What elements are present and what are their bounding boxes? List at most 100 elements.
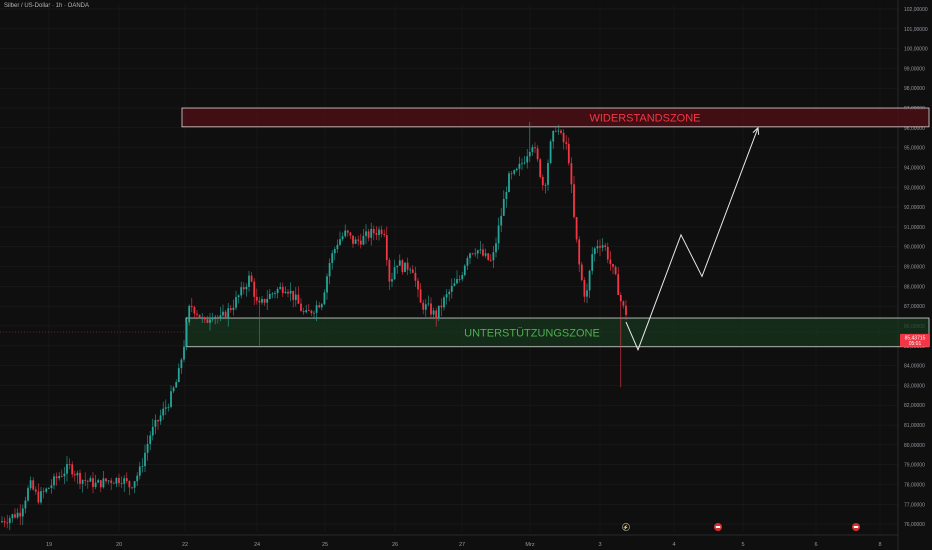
x-tick-label: 6 <box>814 542 817 548</box>
y-tick-label: 82,00000 <box>904 403 925 409</box>
candle-body <box>339 239 341 245</box>
candle-body <box>531 147 534 152</box>
economic-event-flag <box>715 526 721 528</box>
candle-body <box>453 283 456 286</box>
y-tick-label: 83,00000 <box>904 383 925 389</box>
candle-body <box>541 176 544 186</box>
candle-body <box>586 290 588 297</box>
candle-body <box>622 301 625 306</box>
candle-body <box>518 163 521 169</box>
candle-body <box>565 142 568 144</box>
candle-body <box>375 233 378 235</box>
candle-body <box>253 281 256 297</box>
candle-body <box>214 316 217 318</box>
candle-body <box>523 162 526 164</box>
candle-body <box>320 304 323 308</box>
candle-body <box>42 491 45 493</box>
candle-body <box>284 291 287 293</box>
candle-body <box>16 512 19 518</box>
candle-body <box>404 262 406 273</box>
last-price-value: 85,43715 <box>905 335 926 341</box>
candle-body <box>232 307 235 310</box>
candle-body <box>422 302 425 310</box>
candle-body <box>302 311 305 313</box>
candle-body <box>27 488 29 501</box>
x-tick-label: 19 <box>46 542 52 548</box>
y-tick-label: 102,00000 <box>904 7 928 13</box>
candle-body <box>513 170 516 174</box>
y-tick-label: 101,00000 <box>904 27 928 33</box>
candle-body <box>458 279 461 280</box>
candle-body <box>435 310 438 319</box>
y-tick-label: 96,00000 <box>904 126 925 132</box>
candle-body <box>349 232 352 236</box>
candle-body <box>209 319 211 323</box>
candle-body <box>258 300 261 303</box>
candle-body <box>92 478 94 488</box>
candle-body <box>211 317 214 320</box>
candle-body <box>536 148 539 160</box>
candle-body <box>557 130 560 132</box>
dividend-event-icon[interactable] <box>622 523 630 531</box>
candle-body <box>604 245 607 247</box>
candle-body <box>3 521 6 523</box>
x-tick-label: 25 <box>322 542 328 548</box>
candle-body <box>102 478 105 488</box>
candle-body <box>60 476 63 477</box>
candle-body <box>378 229 380 235</box>
x-tick-label: 8 <box>878 542 881 548</box>
candle-body <box>443 297 445 308</box>
candle-body <box>45 488 48 492</box>
candle-body <box>55 476 58 479</box>
candle-body <box>281 286 284 293</box>
candle-body <box>190 305 193 308</box>
candle-body <box>185 322 188 347</box>
candle-body <box>469 253 471 259</box>
candle-body <box>112 482 115 484</box>
candle-body <box>599 246 601 248</box>
candle-body <box>398 260 401 266</box>
resistance-zone[interactable] <box>181 107 930 128</box>
candle-body <box>427 303 430 305</box>
candle-body <box>362 235 365 245</box>
candle-body <box>123 478 126 484</box>
candle-body <box>274 293 276 294</box>
candle-body <box>484 253 487 256</box>
candle-body <box>526 156 529 163</box>
candle-body <box>333 249 336 254</box>
candle-body <box>97 480 100 483</box>
candle-body <box>502 198 505 216</box>
y-tick-label: 79,00000 <box>904 463 925 469</box>
candle-body <box>300 303 302 312</box>
candle-body <box>73 474 76 476</box>
x-tick-label: 22 <box>182 542 188 548</box>
projection-path[interactable] <box>625 127 759 352</box>
candle-body <box>76 472 79 476</box>
x-tick-label: Mrz <box>525 542 534 548</box>
candle-body <box>248 275 250 287</box>
candle-body <box>471 253 474 255</box>
candle-body <box>224 311 227 318</box>
candle-body <box>547 163 549 185</box>
candle-body <box>177 368 180 383</box>
candle-body <box>136 475 139 482</box>
candle-body <box>128 480 131 488</box>
candle-body <box>617 274 620 296</box>
candle-body <box>510 173 513 175</box>
candle-body <box>307 310 310 311</box>
candle-body <box>14 514 16 518</box>
candle-body <box>430 303 432 315</box>
candle-body <box>146 443 149 453</box>
candle-body <box>164 407 167 409</box>
symbol-title[interactable]: Silber / US-Dollar · 1h · OANDA <box>4 3 90 9</box>
candle-body <box>183 346 185 360</box>
y-tick-label: 92,00000 <box>904 205 925 211</box>
candle-body <box>318 305 321 308</box>
candle-body <box>612 264 614 267</box>
candle-body <box>162 408 165 416</box>
candle-body <box>606 246 609 260</box>
last-price-badge[interactable] <box>900 333 930 347</box>
candle-body <box>58 476 61 479</box>
